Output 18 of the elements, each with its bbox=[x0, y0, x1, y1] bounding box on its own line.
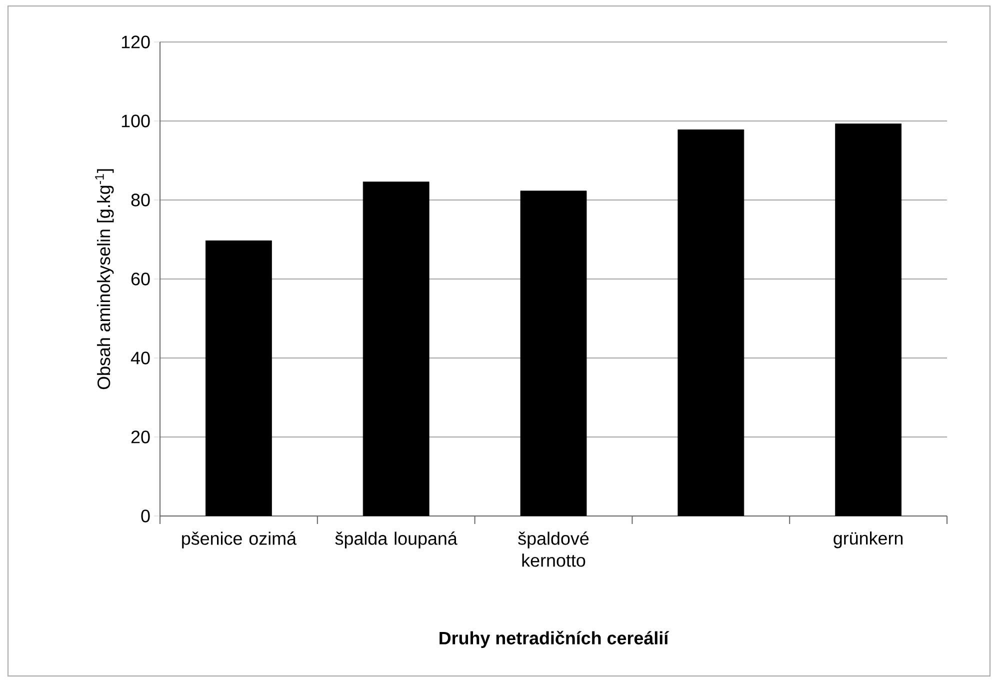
y-tick-label: 80 bbox=[131, 194, 150, 206]
y-tick-label: 40 bbox=[130, 352, 150, 364]
x-axis-title: Druhy netradičních cereálií bbox=[440, 630, 670, 648]
y-tick-label: 60 bbox=[131, 272, 150, 286]
x-tick-label: špaldové kernotto bbox=[518, 532, 589, 567]
x-tick-label: grünkern bbox=[834, 532, 903, 548]
y-axis-title: Obsah aminokyselin [g.kg$^{-1}$] bbox=[95, 169, 114, 390]
x-tick-label: pšenice ozimá bbox=[182, 532, 296, 548]
y-tick-label: 0 bbox=[141, 510, 150, 522]
bar bbox=[362, 182, 430, 516]
bar bbox=[678, 129, 744, 516]
y-tick-label: 100 bbox=[122, 114, 150, 128]
bar bbox=[520, 190, 587, 516]
bar bbox=[206, 240, 272, 516]
x-tick-label: špalda loupaná bbox=[335, 532, 458, 548]
y-tick-label: 20 bbox=[131, 430, 150, 444]
bar bbox=[835, 124, 902, 516]
y-tick-label: 120 bbox=[122, 36, 150, 48]
